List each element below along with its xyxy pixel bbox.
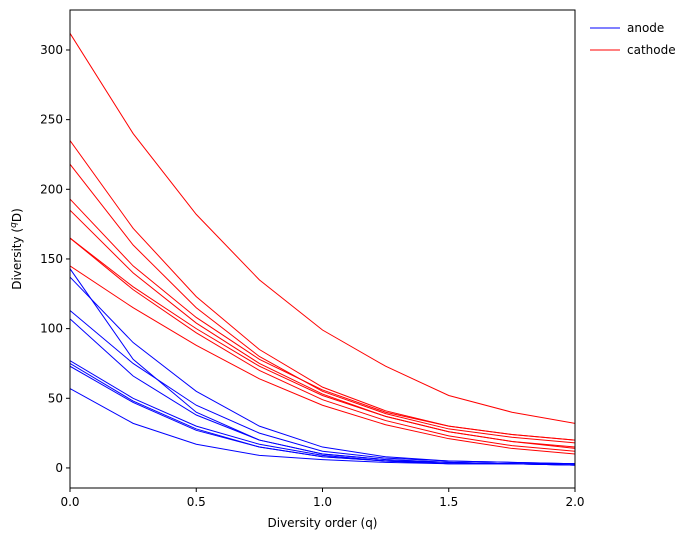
y-tick-label: 0 bbox=[55, 461, 63, 475]
line bbox=[70, 388, 575, 466]
x-tick-label: 0.5 bbox=[187, 495, 206, 509]
x-tick-label: 0.0 bbox=[60, 495, 79, 509]
line bbox=[70, 365, 575, 466]
line bbox=[70, 237, 575, 449]
y-tick-label: 150 bbox=[40, 252, 63, 266]
line bbox=[70, 310, 575, 465]
y-tick-label: 50 bbox=[48, 391, 63, 405]
y-tick-label: 100 bbox=[40, 322, 63, 336]
line bbox=[70, 363, 575, 466]
line bbox=[70, 265, 575, 455]
y-axis-label: Diversity (qD) bbox=[9, 208, 24, 290]
y-tick-label: 200 bbox=[40, 182, 63, 196]
line bbox=[70, 209, 575, 448]
legend-label: anode bbox=[627, 21, 664, 35]
y-tick-label: 300 bbox=[40, 43, 63, 57]
legend-label: cathode bbox=[627, 43, 676, 57]
y-axis-label-part: Diversity ( bbox=[10, 228, 24, 290]
x-tick-label: 2.0 bbox=[565, 495, 584, 509]
x-axis-label: Diversity order (q) bbox=[268, 516, 378, 530]
x-tick-label: 1.5 bbox=[439, 495, 458, 509]
axes-frame bbox=[69, 9, 576, 489]
y-axis-label-part: D) bbox=[10, 208, 24, 222]
line bbox=[70, 237, 575, 452]
x-tick-label: 1.0 bbox=[313, 495, 332, 509]
line bbox=[70, 32, 575, 424]
y-tick-label: 250 bbox=[40, 113, 63, 127]
line bbox=[70, 163, 575, 444]
y-axis-label-part: q bbox=[9, 222, 19, 228]
line bbox=[70, 360, 575, 466]
line bbox=[70, 198, 575, 441]
